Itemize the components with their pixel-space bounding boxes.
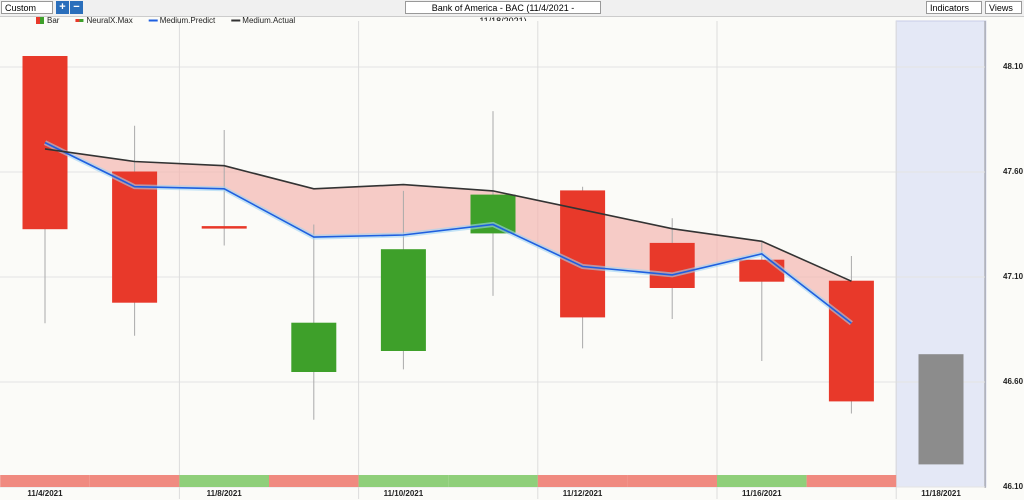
y-tick-label: 47.10: [1003, 272, 1024, 281]
zoom-out-button[interactable]: −: [70, 1, 83, 14]
signal-block: [89, 475, 180, 487]
candle-body: [291, 322, 337, 373]
x-tick-label: 11/4/2021: [27, 489, 63, 498]
chart-title: Bank of America - BAC (11/4/2021 - 11/18…: [405, 1, 601, 26]
legend-label: Medium.Actual: [242, 16, 295, 25]
legend-label: NeuralX.Max: [86, 16, 132, 25]
x-tick-label: 11/10/2021: [384, 489, 424, 498]
candle-body: [649, 242, 695, 288]
legend-swatch: [40, 17, 44, 24]
x-tick-label: 11/8/2021: [207, 489, 243, 498]
y-tick-label: 46.60: [1003, 377, 1024, 386]
candle-body: [112, 171, 158, 303]
views-dropdown[interactable]: Views: [985, 1, 1022, 14]
series-line: [44, 148, 852, 282]
candle-body: [828, 280, 874, 402]
spread-area: [45, 142, 852, 324]
legend-label: Medium.Predict: [160, 16, 216, 25]
range-dropdown[interactable]: Custom: [1, 1, 53, 14]
candle-body: [201, 226, 247, 229]
signal-block: [269, 475, 359, 487]
candle-body: [560, 190, 606, 318]
x-tick-label: 11/18/2021: [921, 489, 961, 498]
x-tick-label: 11/16/2021: [742, 489, 782, 498]
signal-block: [806, 475, 897, 487]
y-tick-label: 47.60: [1003, 167, 1024, 176]
series-line: [44, 141, 852, 324]
candle-body: [918, 354, 964, 465]
signal-block: [0, 475, 90, 487]
zoom-in-button[interactable]: +: [56, 1, 69, 14]
signal-block: [717, 475, 807, 487]
signal-block: [627, 475, 717, 487]
x-tick-label: 11/12/2021: [563, 489, 603, 498]
legend-swatch: [79, 19, 84, 22]
legend-swatch: [75, 19, 80, 22]
toolbar: Custom + − Bank of America - BAC (11/4/2…: [0, 0, 1024, 26]
signal-block: [179, 475, 269, 487]
legend-label: Bar: [47, 16, 60, 25]
legend-swatch: [36, 17, 40, 24]
chart: 46.10 46.60 47.10 47.60 48.10 11/4/2021 11/8/2…: [0, 16, 1024, 499]
y-tick-label: 48.10: [1003, 62, 1024, 71]
signal-block: [537, 475, 628, 487]
indicators-dropdown[interactable]: Indicators: [926, 1, 982, 14]
y-tick-label: 46.10: [1003, 482, 1024, 491]
signal-block: [358, 475, 449, 487]
candle-body: [380, 249, 426, 351]
signal-block: [448, 475, 538, 487]
